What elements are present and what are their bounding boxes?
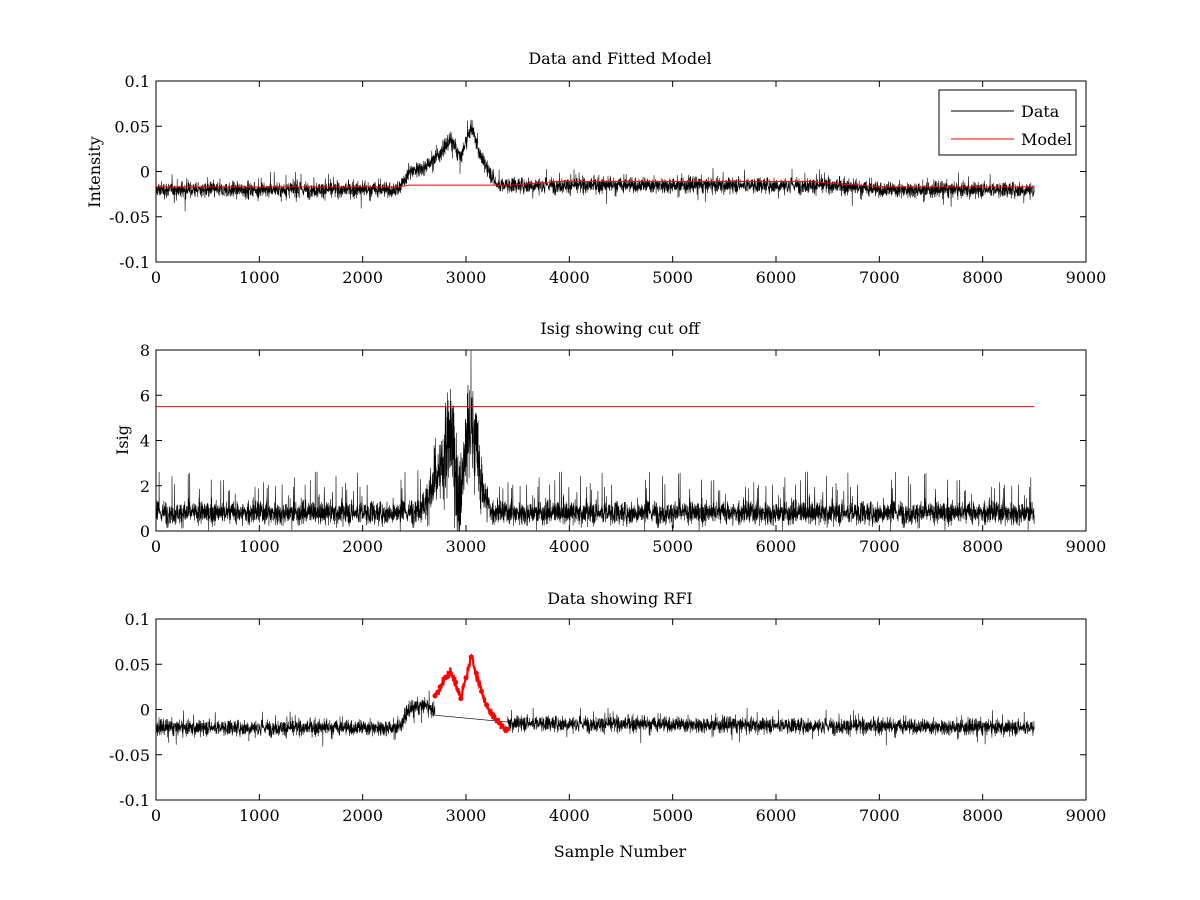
series-data-trace [155,119,1035,212]
x-tick-label: 2000 [342,268,383,287]
x-tick-label: 3000 [446,806,487,825]
series-line [156,181,1035,188]
y-tick-label: 0 [140,163,150,182]
x-tick-label: 5000 [652,806,693,825]
panel-data-fitted-model: Data and Fitted Model Intensity 0 1000 200… [85,49,1106,287]
y-tick-label: 0.1 [125,72,150,91]
x-tick-label: 4000 [549,806,590,825]
x-tick-label: 0 [151,537,161,556]
x-axis-label: Sample Number [554,842,687,861]
x-tick-label: 2000 [342,537,383,556]
x-tick-label: 9000 [1066,537,1107,556]
x-tick-label: 1000 [239,806,280,825]
x-tick-label: 3000 [446,537,487,556]
x-tick-label: 6000 [756,268,797,287]
x-tick-label: 1000 [239,268,280,287]
panel-title: Isig showing cut off [540,319,701,338]
x-tick-label: 7000 [859,268,900,287]
series-data-trace [155,690,1035,747]
y-tick-label: -0.05 [109,746,150,765]
rfi-marker [499,723,505,729]
legend-label-model: Model [1021,130,1072,149]
panel-data-showing-rfi: Data showing RFI 0 1000 2000 3000 4000 5000 60… [109,589,1106,861]
y-tick-label: 0.05 [114,655,150,674]
x-tick-label: 7000 [859,806,900,825]
x-tick-label: 9000 [1066,806,1107,825]
x-tick-label: 3000 [446,268,487,287]
x-tick-label: 0 [151,268,161,287]
rfi-marker [458,696,464,702]
rfi-marker [448,670,453,676]
x-tick-label: 4000 [549,537,590,556]
x-tick-label: 6000 [756,537,797,556]
panel-title: Data and Fitted Model [528,49,711,68]
x-tick-label: 8000 [962,268,1003,287]
y-tick-label: 0.1 [125,610,150,629]
x-tick-label: 1000 [239,537,280,556]
x-tick-label: 6000 [756,806,797,825]
legend-box [938,89,1077,156]
panel-isig-cut-off: Isig showing cut off Isig 0 1000 2000 3000 4… [113,319,1106,556]
x-tick-label: 0 [151,806,161,825]
y-tick-label: 0.05 [114,117,150,136]
y-tick-label: 0 [140,701,150,720]
rfi-marker [473,670,479,676]
rfi-marker [489,711,495,717]
y-tick-label: -0.1 [119,253,150,272]
rfi-marker [484,702,490,708]
y-tick-label: 2 [140,477,150,496]
y-tick-label: 8 [140,341,150,360]
rfi-marker [437,684,443,690]
x-tick-label: 7000 [859,537,900,556]
y-tick-label: 0 [140,522,150,541]
x-tick-label: 2000 [342,806,383,825]
y-tick-label: -0.05 [109,208,150,227]
rfi-marker [432,693,438,699]
rfi-marker [468,654,474,660]
series-isig-trace [155,350,1035,531]
rfi-marker [504,726,510,732]
rfi-marker [494,717,500,723]
y-tick-label: -0.1 [119,791,150,810]
x-tick-label: 9000 [1066,268,1107,287]
rfi-marker [442,675,448,681]
x-tick-label: 5000 [652,537,693,556]
panel-title: Data showing RFI [547,589,692,608]
x-tick-label: 8000 [962,537,1003,556]
y-tick-label: 4 [140,432,150,451]
y-tick-label: 6 [140,386,150,405]
x-tick-label: 5000 [652,268,693,287]
rfi-marker [479,688,484,694]
legend-label-data: Data [1021,102,1060,121]
x-tick-label: 8000 [962,806,1003,825]
rfi-marker [463,675,469,681]
y-axis-label: Isig [113,425,132,455]
y-axis-label: Intensity [85,136,104,208]
x-tick-label: 4000 [549,268,590,287]
rfi-marker [453,679,459,685]
legend: Data Model [938,89,1077,156]
